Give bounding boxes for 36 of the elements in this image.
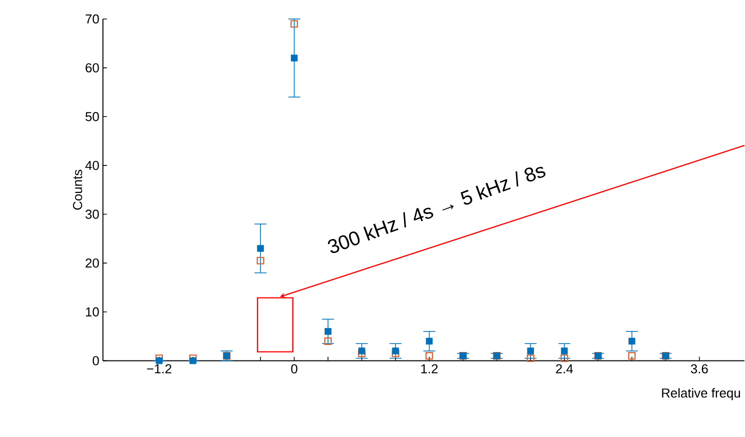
point	[426, 352, 434, 360]
x-axis-title: Relative frequ	[662, 388, 740, 400]
point	[560, 348, 568, 354]
point	[156, 357, 163, 364]
point	[290, 54, 298, 62]
y-tick-label: 60	[86, 63, 99, 73]
point	[256, 257, 264, 265]
y-tick-label: 50	[86, 112, 99, 122]
point	[426, 338, 433, 345]
y-tick-label: 20	[86, 258, 99, 268]
point	[189, 354, 197, 362]
point	[358, 348, 366, 354]
x-tick-label: 1.2	[421, 364, 438, 374]
y-tick-label: 0	[92, 356, 99, 366]
annotation: 300 kHz / 4s → 5 kHz / 8s	[328, 167, 546, 254]
point	[324, 328, 332, 335]
y-axis-title: Counts	[72, 170, 82, 210]
point	[527, 348, 534, 354]
x-tick-label: 3.6	[690, 364, 708, 374]
point	[290, 20, 298, 28]
x-tick-label: 0	[291, 364, 298, 374]
point	[560, 354, 568, 362]
point	[155, 354, 163, 362]
y-tick-label: 10	[86, 307, 99, 317]
y-tick-label: 70	[86, 14, 99, 24]
x-tick-label: 2.4	[556, 364, 573, 374]
y-tick-label: 30	[86, 210, 99, 220]
point	[392, 348, 399, 354]
point	[526, 354, 534, 362]
y-tick-label: 40	[85, 161, 99, 170]
point	[324, 338, 332, 346]
x-tick-label: −1.2	[147, 364, 172, 374]
point	[190, 357, 196, 364]
point	[628, 338, 636, 345]
point	[257, 245, 264, 252]
point	[628, 352, 636, 360]
